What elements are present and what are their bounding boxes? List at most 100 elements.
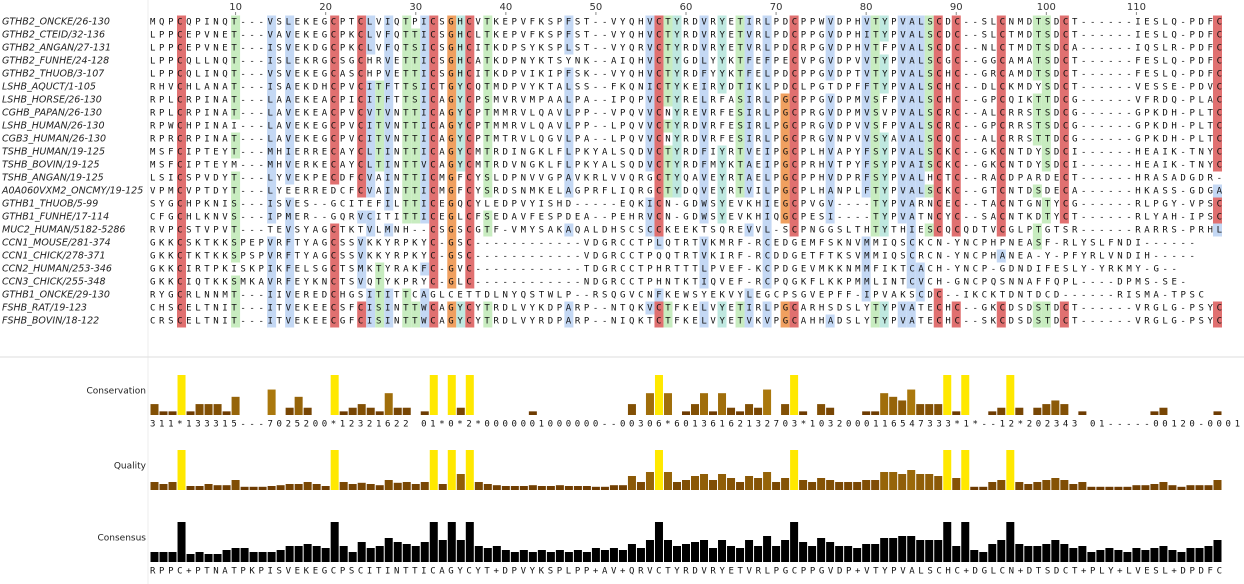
quality-bar — [555, 485, 564, 490]
residue-highlight — [780, 93, 790, 107]
quality-bar — [159, 484, 168, 490]
residue-highlight — [402, 314, 412, 328]
quality-bar — [1204, 485, 1213, 490]
ruler-label: 60 — [680, 2, 693, 13]
residue-highlight — [870, 184, 880, 198]
consensus-bar — [880, 538, 889, 562]
residue-highlight — [177, 288, 187, 302]
consensus-bar — [168, 552, 177, 562]
sequence-residues: LSICSPVDYT---LYVEKPECDFCVAINTTICMGFCYSLD… — [150, 174, 1222, 184]
consensus-bar — [393, 542, 402, 562]
residue-highlight — [330, 80, 340, 94]
residue-highlight — [906, 184, 916, 198]
quality-bar — [718, 474, 727, 490]
consensus-bar — [1150, 548, 1159, 562]
quality-bar — [1087, 486, 1096, 490]
conservation-bar — [402, 407, 411, 415]
quality-bar — [312, 484, 321, 490]
quality-bar — [573, 486, 582, 490]
quality-bar — [528, 485, 537, 490]
residue-highlight — [357, 145, 367, 159]
residue-highlight — [177, 301, 187, 315]
residue-highlight — [285, 93, 295, 107]
residue-highlight — [897, 28, 907, 42]
residue-highlight — [672, 67, 682, 81]
residue-highlight — [861, 275, 871, 289]
sequence-name: LSHB_HUMAN/26-130 — [2, 121, 104, 132]
residue-highlight — [996, 301, 1006, 315]
residue-highlight — [951, 15, 961, 29]
residue-highlight — [870, 314, 880, 328]
residue-highlight — [663, 171, 673, 185]
residue-highlight — [762, 106, 772, 120]
residue-highlight — [267, 80, 277, 94]
residue-highlight — [951, 80, 961, 94]
residue-highlight — [897, 184, 907, 198]
residue-highlight — [672, 15, 682, 29]
residue-highlight — [1041, 132, 1051, 146]
quality-bar — [177, 450, 186, 490]
residue-highlight — [996, 93, 1006, 107]
residue-highlight — [285, 223, 295, 237]
residue-highlight — [1032, 93, 1042, 107]
residue-highlight — [1032, 132, 1042, 146]
residue-highlight — [924, 184, 934, 198]
residue-highlight — [735, 67, 745, 81]
sequence-residues: RPLCRPINAT---LAVEKEACPVCVTVNTTICAGYCPTMM… — [150, 109, 1222, 119]
consensus-bar — [781, 540, 790, 562]
residue-highlight — [870, 54, 880, 68]
residue-highlight — [996, 223, 1006, 237]
quality-bar — [997, 480, 1006, 490]
residue-highlight — [429, 210, 439, 224]
residue-highlight — [420, 106, 430, 120]
residue-highlight — [789, 171, 799, 185]
residue-highlight — [735, 15, 745, 29]
residue-highlight — [933, 54, 943, 68]
residue-highlight — [420, 145, 430, 159]
conservation-bar — [465, 375, 474, 415]
residue-highlight — [825, 314, 835, 328]
quality-bar — [862, 480, 871, 490]
residue-highlight — [429, 28, 439, 42]
residue-highlight — [483, 132, 493, 146]
consensus-bar — [889, 538, 898, 562]
sequence-residues: CHSCELTNIT---ITVEKEECSFCISINTTWCAGYCYTRD… — [150, 304, 1222, 314]
residue-highlight — [762, 41, 772, 55]
consensus-bar — [591, 548, 600, 562]
residue-highlight — [735, 41, 745, 55]
quality-bar — [330, 450, 339, 490]
residue-highlight — [672, 80, 682, 94]
residue-highlight — [465, 54, 475, 68]
sequence-residues: RYGCRLNNMT---IIVEREDCHGSITITTCAGLCETTDLN… — [150, 291, 1204, 301]
residue-highlight — [375, 145, 385, 159]
consensus-bar — [1186, 548, 1195, 562]
conservation-bar — [1078, 411, 1087, 415]
residue-highlight — [1212, 158, 1222, 172]
residue-highlight — [366, 15, 376, 29]
residue-highlight — [429, 132, 439, 146]
residue-highlight — [429, 15, 439, 29]
sequence-residues: MSFCIPTEYM---MHVERKECAYCLTINTTVCAGYCMTRD… — [150, 161, 1222, 171]
sequence-name: GTHB2_ANGAN/27-131 — [2, 43, 111, 54]
residue-highlight — [231, 184, 241, 198]
residue-highlight — [1212, 223, 1222, 237]
residue-highlight — [699, 54, 709, 68]
quality-bar — [727, 478, 736, 490]
residue-highlight — [429, 106, 439, 120]
residue-highlight — [1041, 41, 1051, 55]
residue-highlight — [285, 249, 295, 263]
residue-highlight — [330, 106, 340, 120]
consensus-bar — [1051, 540, 1060, 562]
residue-highlight — [267, 197, 277, 211]
residue-highlight — [465, 93, 475, 107]
quality-bar — [1114, 486, 1123, 490]
residue-highlight — [483, 301, 493, 315]
residue-highlight — [357, 132, 367, 146]
residue-highlight — [231, 15, 241, 29]
residue-highlight — [447, 15, 457, 29]
residue-highlight — [663, 314, 673, 328]
quality-bar — [636, 482, 645, 490]
residue-highlight — [177, 171, 187, 185]
consensus-bar — [871, 544, 880, 562]
quality-bar — [1069, 484, 1078, 490]
